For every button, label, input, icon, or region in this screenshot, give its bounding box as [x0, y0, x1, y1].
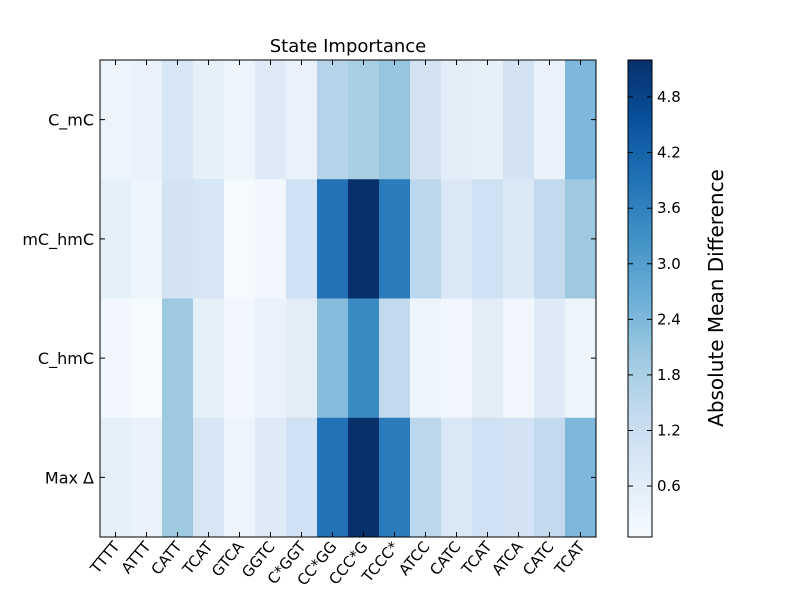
heatmap-cell [410, 298, 442, 419]
heatmap-cell [441, 298, 473, 419]
colorbar-ticks: 0.6 1.2 1.8 2.4 3.0 3.6 4.2 4.8 [628, 88, 681, 495]
heatmap-cell [472, 179, 504, 299]
y-axis: C_mC mC_hmC C_hmC Max Δ [22, 111, 596, 487]
heatmap-cell [317, 179, 349, 299]
heatmap-cell [193, 298, 225, 419]
heatmap-cell [255, 298, 287, 419]
heatmap-cell [534, 60, 566, 180]
heatmap-cell [534, 417, 566, 538]
x-tick-label: CATT [148, 537, 187, 578]
heatmap-cell [131, 298, 163, 419]
y-tick-label: mC_hmC [22, 230, 94, 250]
heatmap-cell [162, 179, 194, 299]
x-tick-label: CATC [426, 538, 464, 579]
heatmap-cell [100, 179, 132, 299]
plot-frame [99, 59, 597, 538]
heatmap-cell [379, 60, 411, 180]
heatmap-cell [379, 298, 411, 419]
colorbar-tick-label: 3.6 [657, 199, 681, 217]
heatmap-cell [100, 60, 132, 180]
heatmap-cell [286, 60, 318, 180]
heatmap-cell [503, 179, 535, 299]
heatmap-cell [193, 179, 225, 299]
heatmap-cell [503, 417, 535, 538]
heatmap-cell [503, 298, 535, 419]
x-tick-label: TTTT [86, 537, 124, 577]
heatmap-cell [193, 60, 225, 180]
heatmap-cell [286, 298, 318, 419]
chart-title: State Importance [270, 36, 427, 57]
heatmap-cell [131, 60, 163, 180]
heatmap-cell [162, 417, 194, 538]
x-tick-label: ATCC [395, 538, 433, 579]
colorbar-tick-label: 0.6 [657, 477, 681, 495]
heatmap-cell [472, 298, 504, 419]
x-tick-label: ATTT [118, 537, 156, 577]
colorbar-tick-label: 4.8 [657, 88, 681, 106]
heatmap-cell [162, 60, 194, 180]
colorbar-tick-label: 1.2 [657, 421, 681, 439]
x-tick-label: ATCA [488, 537, 527, 578]
heatmap-cell [162, 298, 194, 419]
heatmap-cell [131, 179, 163, 299]
x-tick-label: TCAT [457, 537, 496, 578]
heatmap-cell [255, 60, 287, 180]
heatmap-cell [472, 60, 504, 180]
heatmap-cell [100, 298, 132, 419]
heatmap-cell [224, 179, 256, 299]
heatmap-cell [441, 417, 473, 538]
heatmap-cell [441, 60, 473, 180]
colorbar-label: Absolute Mean Difference [704, 169, 728, 427]
heatmap-cell [534, 179, 566, 299]
heatmap-cell [534, 298, 566, 419]
heatmap-cell [348, 179, 380, 299]
heatmap-cell [255, 417, 287, 538]
heatmap-cell [503, 60, 535, 180]
y-tick-label: Max Δ [45, 468, 94, 487]
heatmap-cell [224, 60, 256, 180]
x-tick-label: CATC [519, 538, 557, 579]
heatmap-cell [410, 179, 442, 299]
heatmap-cell [379, 179, 411, 299]
heatmap-cell [348, 417, 380, 538]
heatmap-cell [410, 60, 442, 180]
heatmap-cell [286, 179, 318, 299]
heatmap-cells [100, 60, 597, 538]
heatmap-cell [410, 417, 442, 538]
y-tick-label: C_hmC [38, 349, 94, 369]
heatmap-cell [317, 417, 349, 538]
colorbar-tick-label: 1.8 [657, 366, 681, 384]
heatmap-cell [348, 60, 380, 180]
heatmap-cell [131, 417, 163, 538]
heatmap-cell [317, 298, 349, 419]
heatmap-cell [441, 179, 473, 299]
heatmap-cell [193, 417, 225, 538]
colorbar-tick-label: 4.2 [657, 144, 681, 162]
x-tick-label: TCAT [550, 537, 589, 578]
heatmap-cell [100, 417, 132, 538]
heatmap-cell [317, 60, 349, 180]
heatmap-cell [348, 298, 380, 419]
colorbar-tick-label: 3.0 [657, 255, 681, 273]
heatmap-cell [472, 417, 504, 538]
heatmap-cell [255, 179, 287, 299]
heatmap-cell [224, 417, 256, 538]
heatmap-cell [286, 417, 318, 538]
heatmap-cell [379, 417, 411, 538]
colorbar-tick-label: 2.4 [657, 310, 681, 328]
colorbar [627, 59, 653, 538]
heatmap-cell [224, 298, 256, 419]
y-tick-label: C_mC [48, 111, 94, 131]
